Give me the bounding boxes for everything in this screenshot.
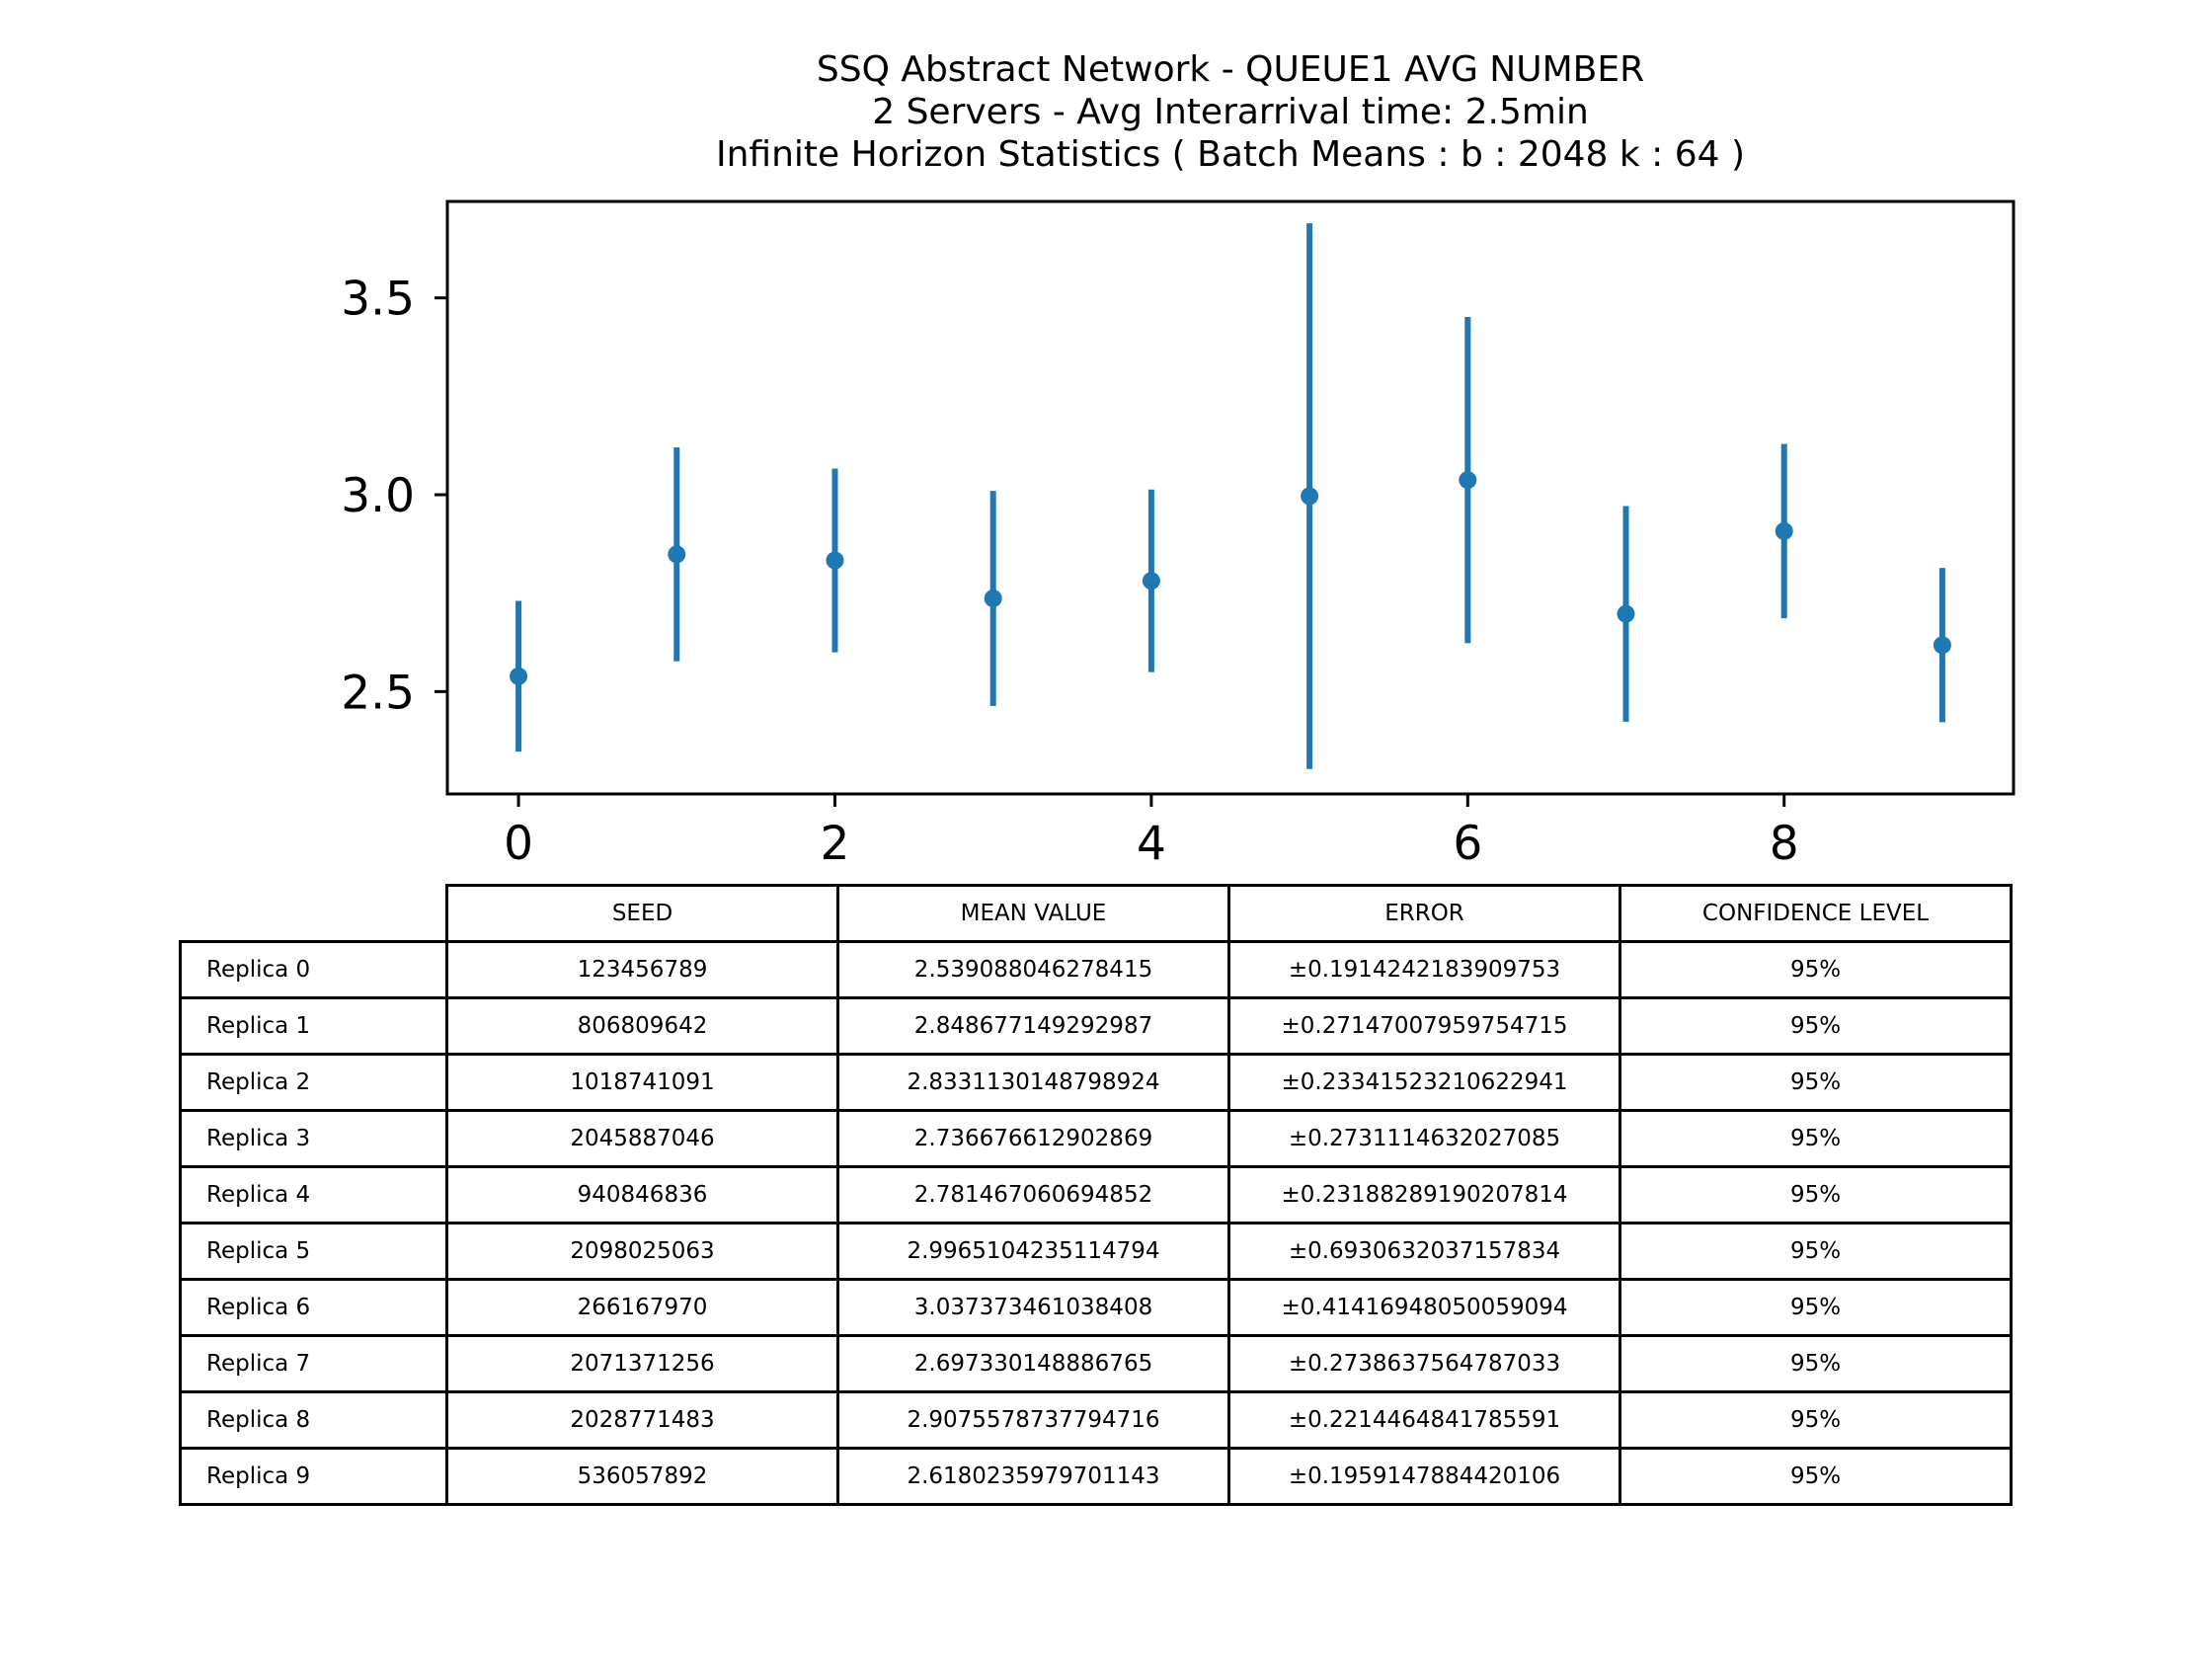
data-point	[510, 667, 528, 685]
x-axis: 0 2 4 6 8	[504, 794, 1799, 871]
table-row: Replica 6 266167970 3.037373461038408 ±0.41…	[179, 1278, 2013, 1337]
confidence-level-cell: 95%	[1619, 1447, 2013, 1506]
seed-cell: 2098025063	[445, 1222, 839, 1281]
seed-cell: 536057892	[445, 1447, 839, 1506]
seed-cell: 806809642	[445, 996, 839, 1056]
data-point	[668, 545, 686, 564]
row-label: Replica 8	[179, 1390, 448, 1450]
confidence-level-cell: 95%	[1619, 1053, 2013, 1112]
table-row: Replica 0 123456789 2.539088046278415 ±0.19…	[179, 940, 2013, 999]
row-label: Replica 1	[179, 996, 448, 1056]
error-cell: ±0.2214464841785591	[1227, 1390, 1621, 1450]
results-table: SEED MEAN VALUE ERROR CONFIDENCE LEVEL R…	[179, 884, 2013, 1506]
error-cell: ±0.27147007959754715	[1227, 996, 1621, 1056]
confidence-level-cell: 95%	[1619, 940, 2013, 999]
y-axis: 2.5 3.0 3.5	[341, 273, 447, 720]
error-cell: ±0.2738637564787033	[1227, 1334, 1621, 1393]
table-row: Replica 9 536057892 2.6180235979701143 ±0.1…	[179, 1447, 2013, 1506]
column-header-mean-value: MEAN VALUE	[836, 884, 1230, 943]
error-cell: ±0.1914242183909753	[1227, 940, 1621, 999]
data-point	[1142, 572, 1160, 591]
table-body: Replica 0 123456789 2.539088046278415 ±0.19…	[179, 940, 2013, 1506]
row-label: Replica 5	[179, 1222, 448, 1281]
data-point	[1775, 521, 1793, 540]
confidence-level-cell: 95%	[1619, 1165, 2013, 1224]
table-row: Replica 7 2071371256 2.697330148886765 ±0.2…	[179, 1334, 2013, 1393]
seed-cell: 940846836	[445, 1165, 839, 1224]
data-point	[1933, 636, 1951, 655]
error-cell: ±0.23341523210622941	[1227, 1053, 1621, 1112]
plot-marks	[510, 223, 1951, 769]
title-line-2: Infinite Horizon Statistics ( Batch Mean…	[716, 134, 1745, 175]
row-label: Replica 3	[179, 1109, 448, 1168]
row-label: Replica 2	[179, 1053, 448, 1112]
table-row: Replica 5 2098025063 2.9965104235114794 ±0.…	[179, 1222, 2013, 1281]
confidence-level-cell: 95%	[1619, 1109, 2013, 1168]
y-tick-label: 3.0	[341, 469, 415, 523]
table-corner	[181, 886, 447, 942]
mean-value-cell: 2.848677149292987	[836, 996, 1230, 1056]
confidence-level-cell: 95%	[1619, 1278, 2013, 1337]
mean-value-cell: 2.736676612902869	[836, 1109, 1230, 1168]
table-row: Replica 8 2028771483 2.9075578737794716 ±0.…	[179, 1390, 2013, 1450]
table-row: Replica 3 2045887046 2.736676612902869 ±0.2…	[179, 1109, 2013, 1168]
confidence-level-cell: 95%	[1619, 1334, 2013, 1393]
mean-value-cell: 2.8331130148798924	[836, 1053, 1230, 1112]
error-cell: ±0.41416948050059094	[1227, 1278, 1621, 1337]
seed-cell: 2045887046	[445, 1109, 839, 1168]
title-line-0: SSQ Abstract Network - QUEUE1 AVG NUMBER	[817, 49, 1644, 90]
table-header-row: SEED MEAN VALUE ERROR CONFIDENCE LEVEL	[181, 884, 2013, 943]
mean-value-cell: 3.037373461038408	[836, 1278, 1230, 1337]
confidence-level-cell: 95%	[1619, 996, 2013, 1056]
confidence-level-cell: 95%	[1619, 1222, 2013, 1281]
row-label: Replica 4	[179, 1165, 448, 1224]
row-label: Replica 9	[179, 1447, 448, 1506]
x-tick-label: 6	[1453, 817, 1482, 871]
confidence-level-cell: 95%	[1619, 1390, 2013, 1450]
seed-cell: 2028771483	[445, 1390, 839, 1450]
row-label: Replica 6	[179, 1278, 448, 1337]
x-tick-label: 4	[1137, 817, 1166, 871]
data-point	[826, 551, 844, 570]
mean-value-cell: 2.9965104235114794	[836, 1222, 1230, 1281]
mean-value-cell: 2.9075578737794716	[836, 1390, 1230, 1450]
mean-value-cell: 2.781467060694852	[836, 1165, 1230, 1224]
data-point	[984, 589, 1002, 607]
error-cell: ±0.2731114632027085	[1227, 1109, 1621, 1168]
data-point	[1459, 471, 1477, 490]
plot-frame	[445, 199, 2015, 796]
y-tick-label: 3.5	[341, 273, 415, 327]
column-header-seed: SEED	[445, 884, 839, 943]
row-label: Replica 0	[179, 940, 448, 999]
y-tick-label: 2.5	[341, 666, 415, 720]
mean-value-cell: 2.539088046278415	[836, 940, 1230, 999]
error-cell: ±0.6930632037157834	[1227, 1222, 1621, 1281]
title-line-1: 2 Servers - Avg Interarrival time: 2.5mi…	[872, 92, 1589, 132]
seed-cell: 2071371256	[445, 1334, 839, 1393]
row-label: Replica 7	[179, 1334, 448, 1393]
x-tick-label: 2	[821, 817, 850, 871]
error-cell: ±0.1959147884420106	[1227, 1447, 1621, 1506]
seed-cell: 123456789	[445, 940, 839, 999]
mean-value-cell: 2.697330148886765	[836, 1334, 1230, 1393]
mean-value-cell: 2.6180235979701143	[836, 1447, 1230, 1506]
column-header-error: ERROR	[1227, 884, 1621, 943]
error-cell: ±0.23188289190207814	[1227, 1165, 1621, 1224]
seed-cell: 1018741091	[445, 1053, 839, 1112]
x-tick-label: 8	[1770, 817, 1799, 871]
data-point	[1301, 487, 1319, 506]
chart-title: SSQ Abstract Network - QUEUE1 AVG NUMBER…	[716, 49, 1745, 175]
table-row: Replica 1 806809642 2.848677149292987 ±0.27…	[179, 996, 2013, 1056]
table-row: Replica 2 1018741091 2.8331130148798924 ±0.…	[179, 1053, 2013, 1112]
data-point	[1617, 604, 1635, 623]
seed-cell: 266167970	[445, 1278, 839, 1337]
x-tick-label: 0	[504, 817, 533, 871]
column-header-confidence-level: CONFIDENCE LEVEL	[1619, 884, 2013, 943]
table-row: Replica 4 940846836 2.781467060694852 ±0.23…	[179, 1165, 2013, 1224]
